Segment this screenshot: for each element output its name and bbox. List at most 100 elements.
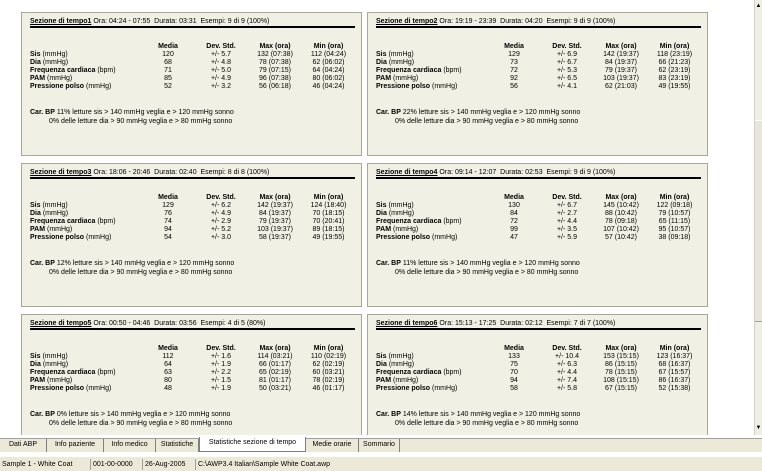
table-cell: 122 (09:18): [656, 202, 693, 209]
tab-info-medico[interactable]: Info medico: [104, 439, 156, 452]
table-cell: 112 (04:24): [310, 51, 347, 58]
row-label-unit: (mmHg): [84, 385, 112, 392]
table-cell: +/- 5.0: [210, 67, 232, 74]
row-label-name: Sis: [376, 202, 387, 209]
table-cell: 56 (06:18): [259, 83, 291, 90]
table-row: PAM (mmHg) 92 +/- 6.5 103 (19:37) 83 (23:19): [376, 75, 701, 83]
tab-bar: Dati ABP Info paziente Info medico Stati…: [0, 437, 762, 452]
column-header: Media: [504, 43, 524, 50]
table-header-row: Media Dev. Std. Max (ora) Min (ora): [376, 194, 701, 202]
row-label: Frequenza cardiaca (bpm): [30, 218, 142, 226]
column-header: Min (ora): [659, 43, 690, 50]
tab-statistiche-sezione-di-tempo[interactable]: Statistiche sezione di tempo: [199, 437, 306, 452]
row-label-unit: (mmHg): [386, 59, 415, 66]
column-header: Max (ora): [259, 43, 291, 50]
durata-value: 03:56: [179, 320, 197, 327]
status-file-path: C:\AWP3.4 Italian\Sample White Coat.awp: [195, 459, 395, 470]
row-label-name: PAM: [30, 75, 46, 82]
table-row: Sis (mmHg) 120 +/- 5.7 132 (07:38) 112 (04:2…: [30, 51, 355, 59]
table-cell: 58: [510, 385, 518, 392]
row-label-name: Dia: [30, 210, 41, 217]
row-label-name: Pressione polso: [376, 83, 431, 90]
ora-label: Ora:: [439, 18, 454, 25]
column-header-blank: [30, 194, 142, 202]
row-label-name: Sis: [30, 353, 41, 360]
tab-dati-abp[interactable]: Dati ABP: [0, 439, 47, 452]
stats-table: Media Dev. Std. Max (ora) Min (ora) Sis (mmH…: [376, 43, 701, 91]
row-label-unit: (mmHg): [40, 59, 69, 66]
table-cell: 124 (18:40): [310, 202, 347, 209]
section-name: Sezione di tempo2: [376, 18, 438, 25]
row-label-name: Pressione polso: [30, 83, 85, 90]
durata-value: 02:12: [525, 320, 543, 327]
durata-value: 03:31: [179, 18, 197, 25]
car-bp-label: Car. BP: [30, 109, 55, 116]
scroll-down-icon[interactable]: ▼: [755, 425, 762, 431]
esempi-label: Esempi:: [200, 320, 226, 327]
row-label-unit: (mmHg): [386, 353, 414, 360]
scroll-thumb[interactable]: [755, 120, 762, 322]
row-label: Dia (mmHg): [30, 361, 142, 369]
row-label-unit: (mmHg): [391, 226, 419, 233]
table-cell: 48: [164, 385, 172, 392]
panel-header: Sezione di tempo6 Ora: 15:13 - 17:25 Dur…: [376, 320, 701, 330]
table-cell: 56: [510, 83, 518, 90]
column-header: Media: [158, 345, 178, 352]
car-bp-label: Car. BP: [30, 411, 55, 418]
section-name: Sezione di tempo3: [30, 169, 92, 176]
scroll-up-icon[interactable]: ▲: [755, 3, 762, 9]
column-header-blank: [30, 345, 142, 353]
table-cell: 94: [510, 377, 518, 384]
tab-sommario[interactable]: Sommario: [359, 439, 400, 452]
panel-header: Sezione di tempo3 Ora: 18:06 - 20:46 Dur…: [30, 169, 355, 179]
section-name: Sezione di tempo6: [376, 320, 438, 327]
ora-label: Ora:: [93, 320, 108, 327]
table-cell: +/- 3.5: [556, 226, 578, 233]
table-cell: 73: [510, 59, 518, 66]
table-cell: 62 (06:02): [312, 59, 345, 66]
row-label: PAM (mmHg): [376, 377, 488, 385]
row-label: PAM (mmHg): [30, 75, 142, 83]
column-header: Max (ora): [605, 345, 637, 352]
table-cell: 38 (09:18): [658, 234, 691, 241]
table-cell: +/- 5.8: [556, 385, 578, 392]
row-label: Sis (mmHg): [30, 202, 142, 210]
table-cell: 132 (07:38): [257, 51, 293, 58]
row-label-name: Sis: [30, 51, 41, 58]
dia-threshold-note: 0% delle letture dia > 90 mmHg veglia e …: [395, 118, 579, 125]
durata-label: Durata:: [154, 320, 178, 327]
row-label-name: Pressione polso: [376, 385, 431, 392]
column-header: Media: [158, 43, 178, 50]
row-label-name: Dia: [30, 361, 41, 368]
table-cell: 81 (01:17): [259, 377, 291, 384]
table-row: Frequenza cardiaca (bpm) 70 +/- 4.4 78 (15:…: [376, 369, 701, 377]
row-label: Dia (mmHg): [30, 59, 142, 67]
table-cell: 142 (19:37): [257, 202, 293, 209]
table-cell: 57 (10:42): [605, 234, 637, 241]
table-row: Dia (mmHg) 84 +/- 2.7 88 (10:42) 79 (10:57): [376, 210, 701, 218]
table-cell: 84: [510, 210, 518, 217]
table-cell: +/- 5.9: [556, 234, 578, 241]
table-cell: 62 (02:19): [312, 361, 345, 368]
tab-statistiche[interactable]: Statistiche: [156, 439, 199, 452]
table-cell: 78 (02:19): [312, 377, 345, 384]
esempi-value: 8 di 8 (100%): [227, 169, 270, 176]
table-cell: 88 (10:42): [605, 210, 637, 217]
tab-medie-orarie[interactable]: Medie orarie: [306, 439, 359, 452]
table-cell: 95 (10:57): [658, 226, 691, 233]
table-cell: 64 (04:24): [312, 67, 345, 74]
table-cell: 71: [164, 67, 172, 74]
row-label: PAM (mmHg): [376, 226, 488, 234]
dia-threshold-note: 0% delle letture dia > 90 mmHg veglia e …: [395, 269, 579, 276]
table-cell: 58 (19:37): [259, 234, 291, 241]
car-bp-label: Car. BP: [376, 411, 401, 418]
vertical-scrollbar[interactable]: ▲ ▼: [754, 0, 762, 435]
row-label-unit: (mmHg): [391, 75, 419, 82]
table-cell: 78 (09:18): [605, 218, 637, 225]
table-cell: 123 (16:37): [656, 353, 693, 360]
tab-info-paziente[interactable]: Info paziente: [47, 439, 104, 452]
table-row: Pressione polso (mmHg) 52 +/- 3.2 56 (06:18…: [30, 83, 355, 91]
table-row: Sis (mmHg) 129 +/- 6.2 142 (19:37) 124 (18:4…: [30, 202, 355, 210]
ora-label: Ora:: [439, 320, 454, 327]
row-label-unit: (mmHg): [45, 226, 73, 233]
